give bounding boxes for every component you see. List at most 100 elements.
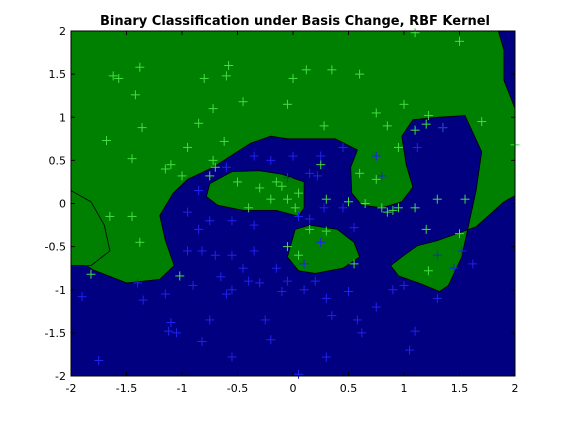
x-tick-label: -2 — [66, 382, 77, 395]
data-point — [319, 121, 329, 131]
data-point — [327, 65, 337, 75]
data-point — [312, 171, 322, 181]
data-point — [266, 155, 276, 165]
data-point — [301, 65, 311, 75]
data-point — [210, 250, 220, 260]
data-point — [271, 177, 281, 187]
data-point — [438, 123, 448, 133]
class-1-region-3 — [286, 224, 361, 274]
data-point — [321, 226, 331, 236]
data-point — [399, 99, 409, 109]
data-point — [371, 302, 381, 312]
data-point — [410, 326, 420, 336]
data-point — [238, 263, 248, 273]
data-point — [319, 203, 329, 213]
data-point — [266, 194, 276, 204]
data-point — [255, 278, 265, 288]
data-point — [114, 73, 124, 83]
data-point — [316, 151, 326, 161]
data-point — [421, 119, 431, 129]
x-axis-tick-labels: -2 -1.5 -1 -0.5 0 0.5 1 1.5 2 — [66, 382, 519, 395]
data-point — [432, 250, 442, 260]
data-point — [410, 125, 420, 135]
data-point — [344, 197, 353, 207]
data-point — [399, 280, 409, 290]
data-point — [175, 271, 185, 281]
data-point — [468, 259, 478, 269]
data-point — [371, 108, 381, 118]
data-point — [244, 203, 254, 213]
data-point — [349, 259, 359, 269]
data-point — [349, 223, 359, 233]
data-point — [371, 151, 381, 161]
data-point — [290, 203, 300, 213]
data-point — [382, 121, 392, 131]
data-point — [183, 142, 193, 152]
y-tick-label: 2 — [59, 25, 66, 38]
data-point — [94, 355, 104, 365]
data-point — [299, 259, 309, 269]
data-point — [160, 164, 170, 174]
y-axis-tick-labels: -2 -1.5 -1 -0.5 0 0.5 1 1.5 2 — [45, 25, 66, 383]
x-tick-label: 1 — [401, 382, 408, 395]
data-point — [294, 369, 304, 379]
data-point — [305, 214, 315, 224]
x-tick-label: -1 — [177, 382, 188, 395]
data-point — [266, 335, 276, 345]
data-point — [432, 293, 442, 303]
data-point — [194, 118, 204, 128]
data-point — [244, 276, 254, 286]
data-point — [357, 328, 367, 338]
data-point — [294, 250, 304, 260]
data-point — [282, 173, 292, 183]
data-point — [227, 250, 237, 260]
data-point — [288, 73, 298, 83]
data-point — [194, 186, 204, 196]
data-point — [205, 171, 215, 181]
data-point — [410, 28, 420, 38]
data-point — [221, 162, 231, 172]
data-point — [177, 171, 187, 181]
data-point — [219, 136, 229, 146]
data-point — [388, 205, 398, 215]
data-point — [288, 151, 298, 161]
data-point — [327, 311, 337, 321]
data-point — [316, 160, 326, 170]
data-point — [249, 220, 259, 230]
y-tick-label: 0.5 — [49, 154, 67, 167]
data-point — [183, 246, 193, 256]
data-point — [282, 99, 292, 109]
data-point — [221, 289, 231, 299]
data-point — [138, 295, 148, 305]
plot-area — [70, 28, 520, 379]
data-point — [197, 246, 207, 256]
data-point — [321, 352, 331, 362]
data-point — [102, 136, 112, 146]
x-tick-label: 2 — [512, 382, 519, 395]
data-point — [171, 328, 181, 338]
data-point — [249, 246, 259, 256]
data-point — [377, 203, 387, 213]
data-point — [271, 263, 281, 273]
data-point — [227, 285, 237, 295]
data-point — [105, 211, 115, 221]
data-point — [423, 111, 433, 121]
data-point — [199, 73, 209, 83]
data-point — [305, 224, 315, 234]
data-point — [260, 315, 270, 325]
x-tick-label: 1.5 — [451, 382, 469, 395]
data-point — [194, 224, 204, 234]
data-point — [221, 71, 231, 81]
data-point — [277, 286, 287, 296]
data-point — [371, 174, 381, 184]
chart-title: Binary Classification under Basis Change… — [100, 14, 490, 29]
data-point — [282, 242, 292, 252]
data-point — [305, 168, 315, 178]
data-point — [164, 326, 174, 336]
data-point — [321, 194, 331, 204]
data-point — [338, 203, 348, 213]
axis-ticks — [70, 30, 516, 377]
x-tick-label: 0.5 — [340, 382, 358, 395]
data-point — [410, 203, 420, 213]
